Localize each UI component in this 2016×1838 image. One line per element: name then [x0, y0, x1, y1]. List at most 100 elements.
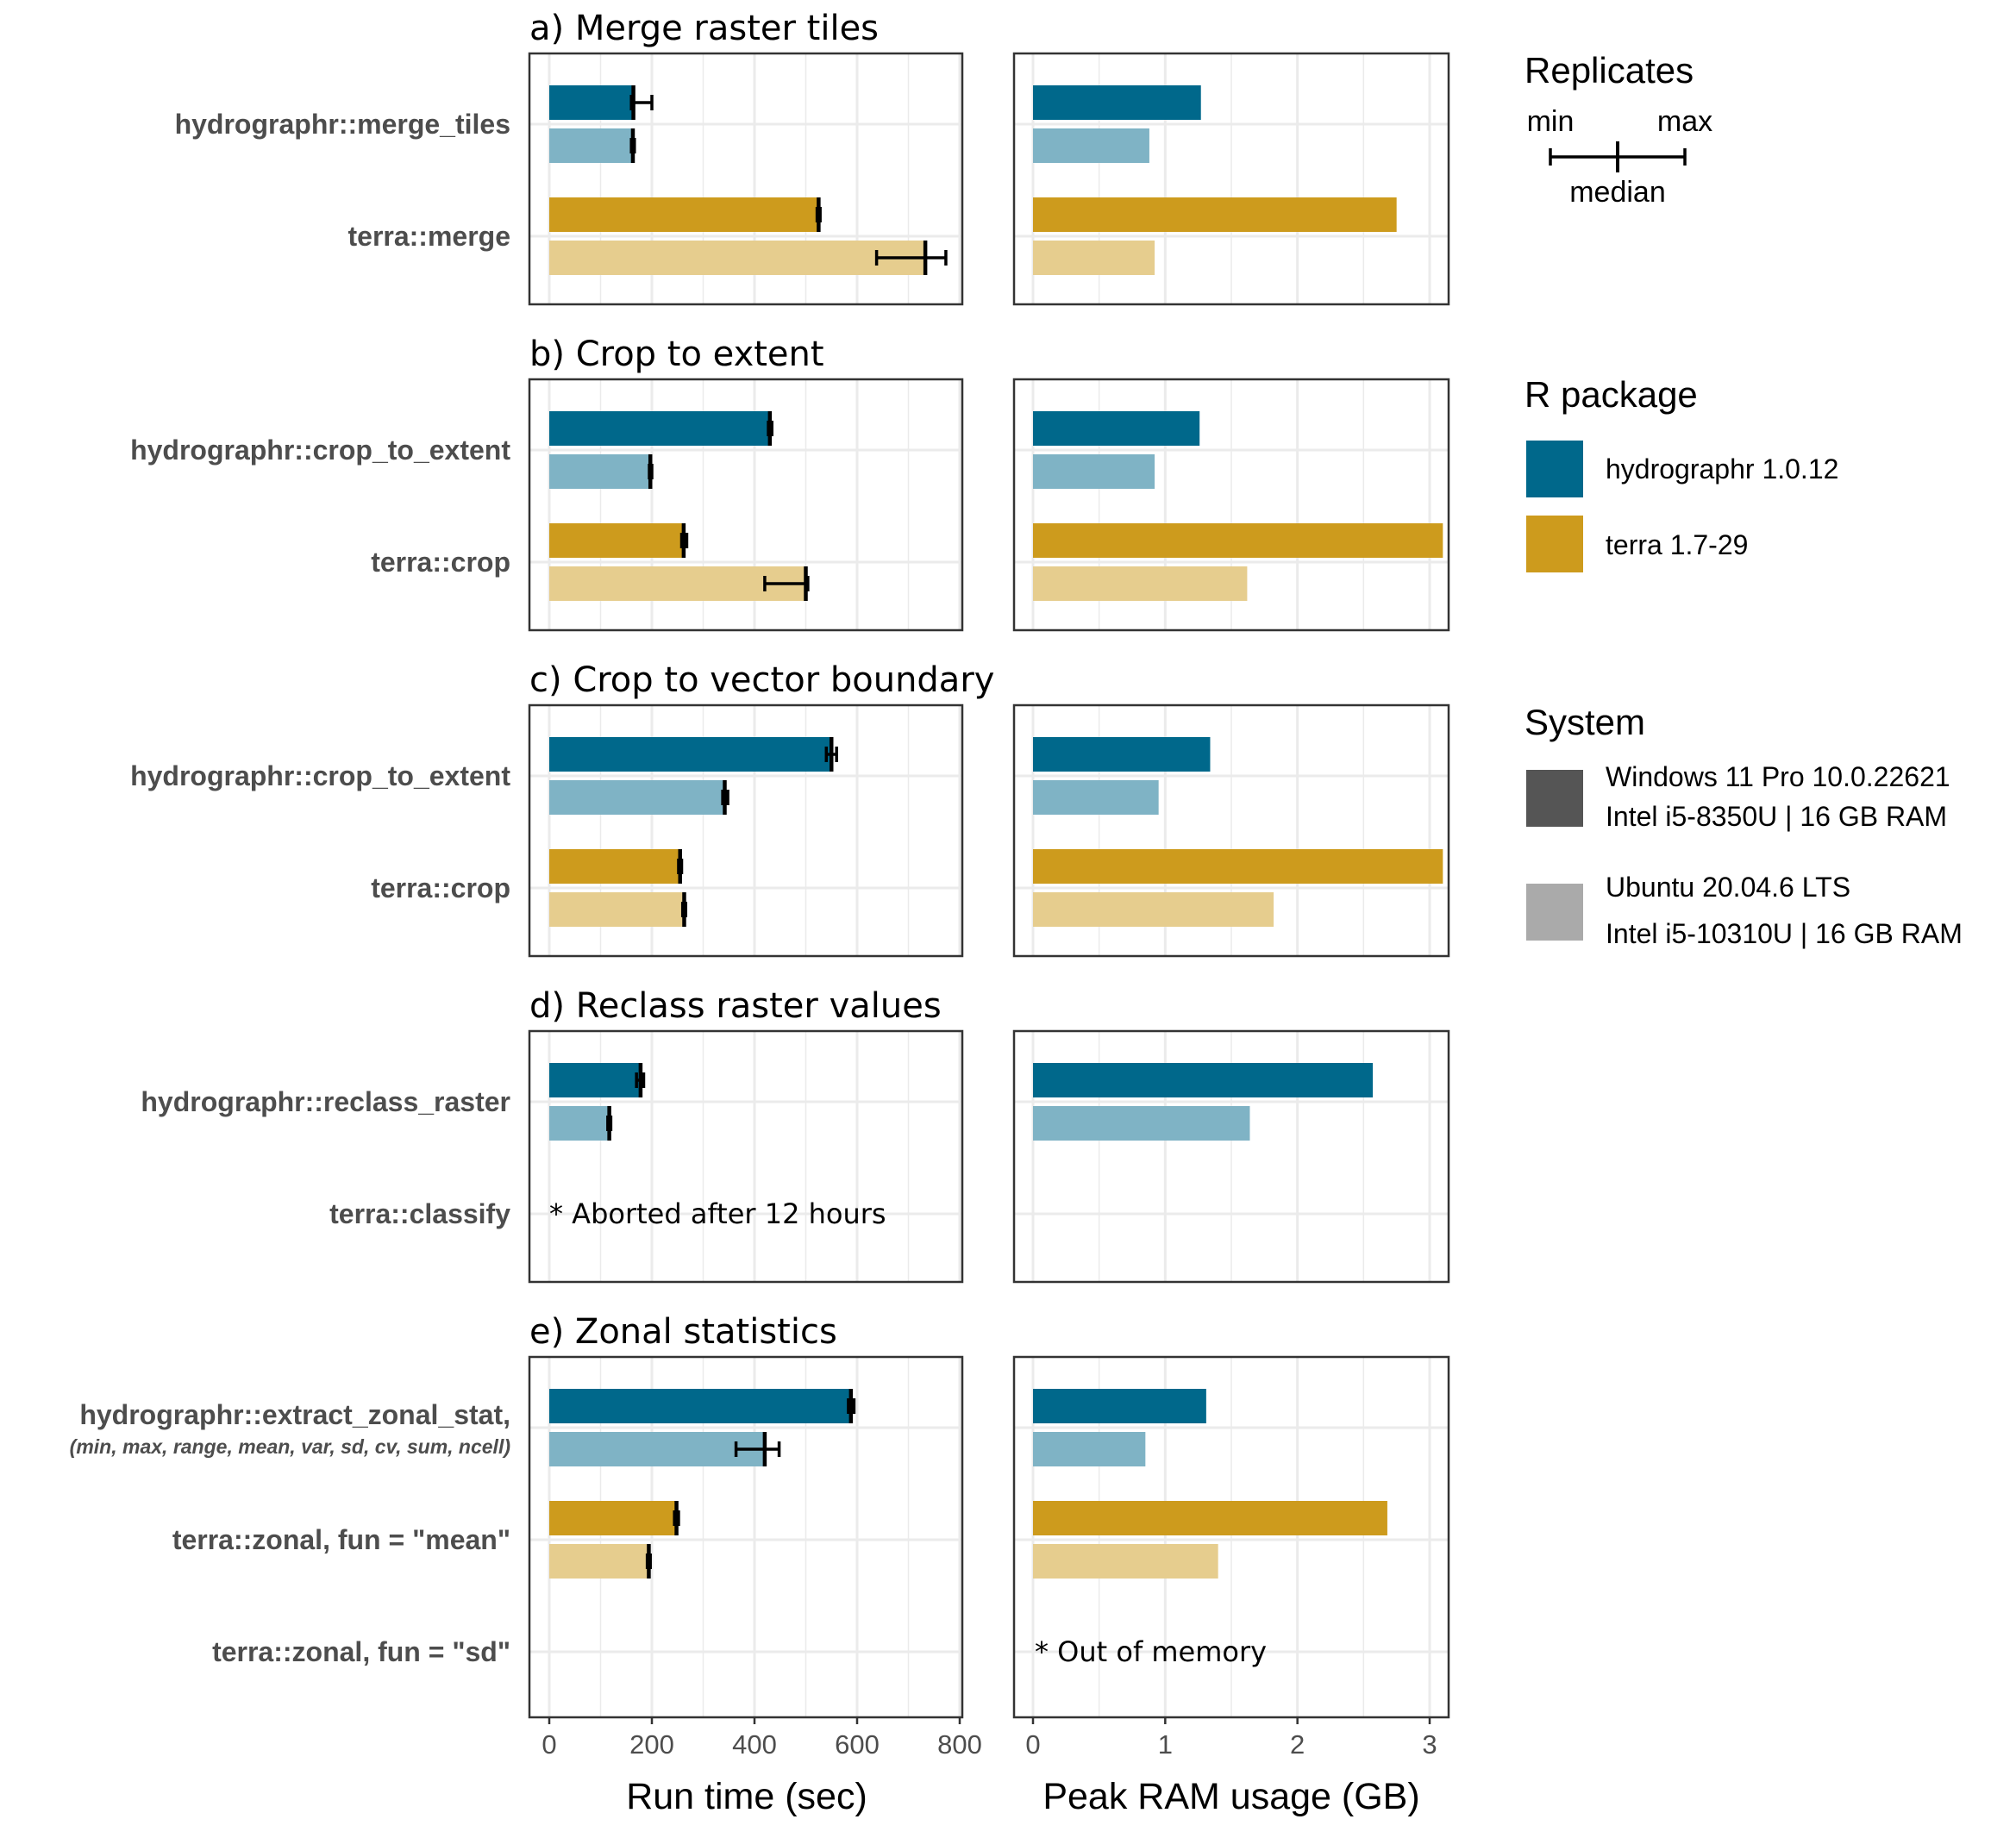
- panel-title: b) Crop to extent: [529, 334, 824, 374]
- panel-title: e) Zonal statistics: [529, 1312, 837, 1352]
- runtime-errorbar-windows: [677, 849, 684, 884]
- row-label: hydrographr::merge_tiles: [175, 109, 510, 140]
- system-key-ubuntu: [1526, 884, 1583, 941]
- package-key-terra: [1526, 516, 1583, 572]
- ram-bar-hydrographr-windows: [1033, 1389, 1206, 1423]
- runtime-errorbar-windows: [815, 197, 822, 232]
- runtime-errorbar-ubuntu: [680, 892, 688, 927]
- ram-bar-hydrographr-ubuntu: [1033, 1106, 1250, 1141]
- system-legend-title: System: [1525, 702, 1645, 742]
- runtime-note: * Aborted after 12 hours: [549, 1197, 886, 1230]
- package-label-terra: terra 1.7-29: [1606, 529, 1748, 560]
- runtime-bar-hydrographr-windows: [549, 85, 634, 120]
- ram-bar-hydrographr-ubuntu: [1033, 454, 1155, 489]
- ram-tick-label: 1: [1158, 1729, 1173, 1760]
- row-label: hydrographr::reclass_raster: [141, 1086, 510, 1117]
- ram-bar-hydrographr-ubuntu: [1033, 128, 1149, 163]
- row-label: terra::crop: [371, 872, 510, 903]
- runtime-bar-hydrographr-ubuntu: [549, 128, 633, 163]
- row-label: hydrographr::extract_zonal_stat,: [79, 1399, 510, 1430]
- runtime-errorbar-ubuntu: [606, 1106, 613, 1141]
- panel-b: b) Crop to extenthydrographr::crop_to_ex…: [130, 334, 1450, 632]
- ram-tick-label: 2: [1290, 1729, 1305, 1760]
- ram-bar-hydrographr-windows: [1033, 1063, 1374, 1097]
- ram-axis-title: Peak RAM usage (GB): [1042, 1776, 1419, 1817]
- ram-bar-terra-windows: [1033, 197, 1397, 232]
- replicates-max-label: max: [1657, 105, 1712, 138]
- ram-bar-terra-ubuntu: [1033, 1544, 1218, 1579]
- row-label: terra::crop: [371, 547, 510, 578]
- system-key-windows: [1526, 770, 1583, 827]
- axes-layer: Run time (sec) Peak RAM usage (GB) 0 200 4…: [542, 1717, 1437, 1817]
- ram-panel-border: [1012, 1355, 1450, 1719]
- ram-bar-terra-windows: [1033, 1501, 1387, 1535]
- ram-bar-terra-ubuntu: [1033, 892, 1274, 927]
- ram-bar-hydrographr-windows: [1033, 737, 1211, 772]
- ram-note: * Out of memory: [1035, 1635, 1267, 1668]
- ram-bar-terra-windows: [1033, 523, 1443, 558]
- system-label-windows-cpu: Intel i5-8350U | 16 GB RAM: [1606, 801, 1947, 832]
- panel-e: e) Zonal statisticshydrographr::extract_…: [70, 1312, 1450, 1719]
- row-label: hydrographr::crop_to_extent: [130, 760, 510, 791]
- replicates-legend-title: Replicates: [1525, 50, 1694, 91]
- runtime-bar-hydrographr-ubuntu: [549, 1106, 610, 1141]
- ram-tick-label: 0: [1025, 1729, 1040, 1760]
- ram-bar-hydrographr-ubuntu: [1033, 780, 1159, 815]
- system-label-ubuntu-cpu: Intel i5-10310U | 16 GB RAM: [1606, 918, 1963, 949]
- runtime-panel-border: [528, 52, 964, 306]
- runtime-bar-hydrographr-windows: [549, 1389, 851, 1423]
- row-label: terra::zonal, fun = "mean": [172, 1524, 510, 1555]
- ram-bar-terra-windows: [1033, 849, 1443, 884]
- runtime-panel-border: [528, 1029, 964, 1284]
- runtime-bar-hydrographr-windows: [549, 737, 832, 772]
- ram-bar-hydrographr-ubuntu: [1033, 1432, 1146, 1466]
- row-label: terra::zonal, fun = "sd": [212, 1636, 510, 1667]
- runtime-errorbar-windows: [635, 1063, 646, 1097]
- runtime-tick-label: 200: [629, 1729, 674, 1760]
- ram-panel-border: [1012, 703, 1450, 958]
- runtime-errorbar-windows: [679, 523, 689, 558]
- runtime-panel-border: [528, 703, 964, 958]
- package-legend-title: R package: [1525, 374, 1698, 415]
- row-label: terra::classify: [329, 1198, 510, 1229]
- legend: Replicates min max median R package hydr…: [1525, 50, 1963, 949]
- panel-d: d) Reclass raster valueshydrographr::rec…: [141, 986, 1450, 1284]
- panel-a: a) Merge raster tileshydrographr::merge_…: [175, 9, 1450, 306]
- package-label-hydrographr: hydrographr 1.0.12: [1606, 453, 1838, 485]
- panel-title: a) Merge raster tiles: [529, 9, 879, 48]
- runtime-bar-hydrographr-windows: [549, 1063, 641, 1097]
- runtime-bar-hydrographr-windows: [549, 411, 770, 446]
- replicates-min-label: min: [1527, 105, 1575, 138]
- ram-bar-terra-ubuntu: [1033, 241, 1155, 275]
- ram-panel-border: [1012, 378, 1450, 632]
- ram-bar-hydrographr-windows: [1033, 85, 1201, 120]
- panel-title: c) Crop to vector boundary: [529, 660, 994, 700]
- runtime-errorbar-ubuntu: [763, 566, 810, 601]
- runtime-errorbar-windows: [629, 85, 654, 120]
- ram-panel-border: [1012, 1029, 1450, 1284]
- runtime-tick-label: 0: [542, 1729, 556, 1760]
- ram-panel-border: [1012, 52, 1450, 306]
- runtime-errorbar-windows: [847, 1389, 856, 1423]
- runtime-bar-terra-windows: [549, 849, 680, 884]
- runtime-tick-label: 800: [937, 1729, 982, 1760]
- runtime-axis-title: Run time (sec): [626, 1776, 867, 1817]
- runtime-errorbar-windows: [824, 737, 838, 772]
- ram-bar-hydrographr-windows: [1033, 411, 1200, 446]
- runtime-bar-terra-ubuntu: [549, 1544, 649, 1579]
- runtime-tick-label: 600: [835, 1729, 880, 1760]
- ram-tick-label: 3: [1422, 1729, 1437, 1760]
- runtime-bar-terra-ubuntu: [549, 566, 806, 601]
- ram-bar-terra-ubuntu: [1033, 566, 1248, 601]
- replicates-errorbar-glyph: [1549, 141, 1687, 172]
- runtime-bar-hydrographr-ubuntu: [549, 454, 651, 489]
- package-key-hydrographr: [1526, 441, 1583, 497]
- runtime-bar-terra-ubuntu: [549, 892, 685, 927]
- runtime-errorbar-ubuntu: [648, 454, 654, 489]
- system-label-windows-os: Windows 11 Pro 10.0.22621: [1606, 761, 1950, 792]
- system-label-ubuntu-os: Ubuntu 20.04.6 LTS: [1606, 872, 1850, 903]
- row-sublabel: (min, max, range, mean, var, sd, cv, sum…: [70, 1435, 510, 1458]
- runtime-tick-label: 400: [732, 1729, 777, 1760]
- runtime-bar-terra-windows: [549, 197, 819, 232]
